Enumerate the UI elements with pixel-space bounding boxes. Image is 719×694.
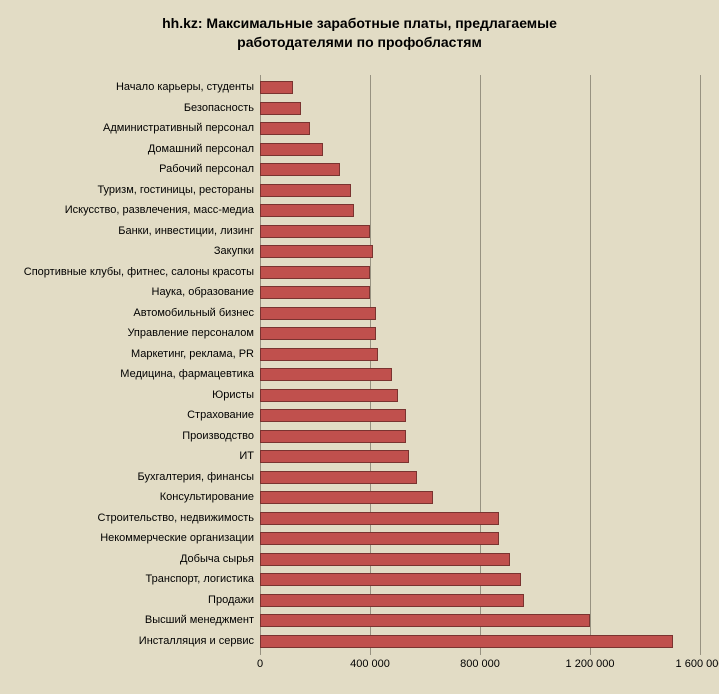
bar (260, 163, 340, 176)
bar (260, 553, 510, 566)
bar (260, 225, 370, 238)
category-label: Банки, инвестиции, лизинг (4, 226, 254, 237)
category-label: Туризм, гостиницы, рестораны (4, 185, 254, 196)
bar (260, 102, 301, 115)
category-label: Наука, образование (4, 287, 254, 298)
bar (260, 245, 373, 258)
bar (260, 307, 376, 320)
category-label: Производство (4, 431, 254, 442)
bar (260, 614, 590, 627)
plot-area (260, 75, 700, 655)
bar (260, 286, 370, 299)
category-label: Инсталляция и сервис (4, 636, 254, 647)
category-label: Транспорт, логистика (4, 574, 254, 585)
bar (260, 143, 323, 156)
category-label: Бухгалтерия, финансы (4, 472, 254, 483)
category-label: Высший менеджмент (4, 615, 254, 626)
bar (260, 450, 409, 463)
category-label: Управление персоналом (4, 328, 254, 339)
category-label: Начало карьеры, студенты (4, 82, 254, 93)
category-label: Медицина, фармацевтика (4, 369, 254, 380)
bar (260, 430, 406, 443)
gridline (370, 75, 371, 655)
category-label: Рабочий персонал (4, 164, 254, 175)
bar (260, 81, 293, 94)
bar (260, 122, 310, 135)
category-label: Автомобильный бизнес (4, 308, 254, 319)
bar (260, 409, 406, 422)
category-label: Закупки (4, 246, 254, 257)
bar (260, 184, 351, 197)
category-label: Искусство, развлечения, масс-медиа (4, 205, 254, 216)
bar (260, 491, 433, 504)
bar (260, 389, 398, 402)
category-label: Добыча сырья (4, 554, 254, 565)
x-tick-label: 800 000 (460, 658, 500, 670)
chart-container: hh.kz: Максимальные заработные платы, пр… (0, 0, 719, 694)
category-label: Маркетинг, реклама, PR (4, 349, 254, 360)
category-label: Продажи (4, 595, 254, 606)
category-label: ИТ (4, 451, 254, 462)
title-line2: работодателями по профобластям (237, 34, 482, 50)
category-label: Юристы (4, 390, 254, 401)
bar (260, 573, 521, 586)
category-label: Безопасность (4, 103, 254, 114)
gridline (590, 75, 591, 655)
gridline (260, 75, 261, 655)
bar (260, 532, 499, 545)
category-label: Консультирование (4, 492, 254, 503)
category-label: Административный персонал (4, 123, 254, 134)
x-tick-label: 1 200 000 (566, 658, 615, 670)
category-label: Спортивные клубы, фитнес, салоны красоты (4, 267, 254, 278)
x-tick-label: 1 600 000 (676, 658, 719, 670)
bar (260, 266, 370, 279)
bar (260, 368, 392, 381)
gridline (700, 75, 701, 655)
bar (260, 594, 524, 607)
x-tick-label: 0 (257, 658, 263, 670)
title-line1: hh.kz: Максимальные заработные платы, пр… (162, 15, 557, 31)
category-label: Строительство, недвижимость (4, 513, 254, 524)
bar (260, 204, 354, 217)
chart-title: hh.kz: Максимальные заработные платы, пр… (0, 0, 719, 52)
bar (260, 512, 499, 525)
category-label: Некоммерческие организации (4, 533, 254, 544)
bar (260, 327, 376, 340)
bar (260, 348, 378, 361)
gridline (480, 75, 481, 655)
x-tick-label: 400 000 (350, 658, 390, 670)
bar (260, 471, 417, 484)
category-label: Страхование (4, 410, 254, 421)
category-label: Домашний персонал (4, 144, 254, 155)
bar (260, 635, 673, 648)
